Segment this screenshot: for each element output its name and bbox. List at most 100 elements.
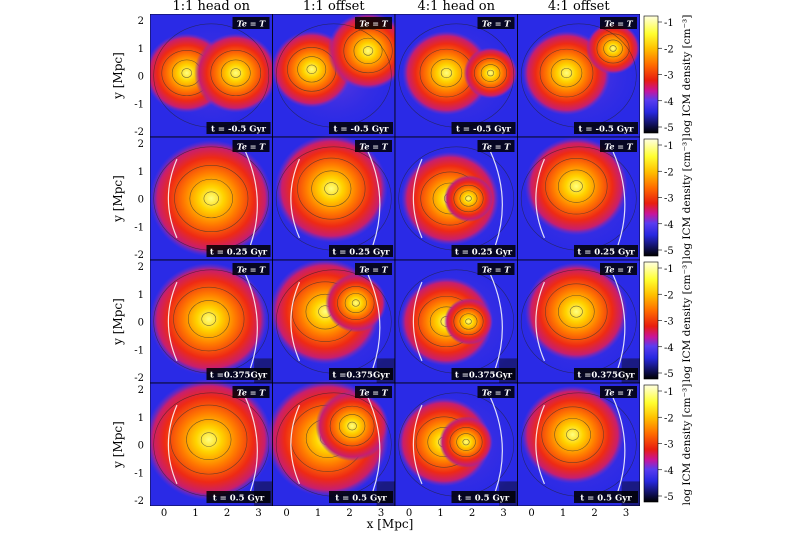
simulation-panel	[150, 259, 279, 384]
svg-text:Te = T: Te = T	[237, 265, 266, 275]
colorbar-tick-label: -1	[664, 141, 674, 152]
time-label: t =0.375Gyr	[574, 368, 638, 381]
density-blob	[327, 14, 409, 90]
svg-text:Te = T: Te = T	[237, 388, 266, 398]
colorbar-tick-label: -1	[664, 387, 674, 398]
svg-text:t =0.375Gyr: t =0.375Gyr	[455, 371, 513, 381]
temperature-label: Te = T	[232, 263, 270, 275]
time-label: t = 0.25 Gyr	[574, 245, 638, 258]
colorbars: -1 -2 -3 -4 -5 log ICM density [cm⁻³] -1 -2 -3 -4…	[643, 15, 693, 506]
simulation-panel	[266, 379, 402, 506]
svg-text:Te = T: Te = T	[237, 19, 266, 29]
x-tick-label: 2	[469, 508, 475, 519]
time-label: t =0.375Gyr	[329, 368, 393, 381]
temperature-label: Te = T	[355, 17, 392, 29]
x-tick-label: 0	[283, 508, 289, 519]
simulation-panel	[388, 259, 524, 384]
y-tick-label: 1	[138, 413, 144, 424]
density-blob	[524, 137, 628, 236]
column-header: 1:1 offset	[303, 0, 365, 14]
temperature-label: Te = T	[232, 17, 270, 29]
time-label: t = 0.5 Gyr	[451, 491, 516, 504]
colorbar-tick-label: -2	[664, 413, 674, 424]
y-tick-label: -2	[134, 373, 144, 384]
colorbar-label: log ICM density [cm⁻³]	[681, 384, 693, 506]
y-tick-label: 2	[138, 139, 144, 150]
svg-text:t = 0.5 Gyr: t = 0.5 Gyr	[580, 494, 632, 504]
x-tick-label: 0	[528, 508, 534, 519]
temperature-label: Te = T	[477, 263, 515, 275]
time-label: t = -0.5 Gyr	[206, 122, 271, 135]
y-tick-label: -1	[134, 345, 144, 356]
y-tick-label: 1	[138, 290, 144, 301]
temperature-label: Te = T	[355, 140, 392, 152]
column-headers: 1:1 head on 1:1 offset 4:1 head on 4:1 offs…	[172, 0, 610, 14]
x-tick-label: 0	[406, 508, 412, 519]
y-tick-label: -1	[134, 222, 144, 233]
colorbar-tick-label: -2	[664, 290, 674, 301]
density-blob	[444, 298, 493, 345]
column-header: 4:1 offset	[548, 0, 610, 14]
svg-text:t = 0.25 Gyr: t = 0.25 Gyr	[210, 248, 268, 258]
temperature-label: Te = T	[232, 386, 270, 398]
y-axis-label: y [Mpc]	[111, 298, 125, 346]
simulation-panel	[511, 14, 640, 138]
density-blob	[521, 385, 625, 484]
y-tick-label: 1	[138, 44, 144, 55]
svg-text:t = -0.5 Gyr: t = -0.5 Gyr	[456, 125, 511, 135]
y-tick-label: 0	[138, 441, 144, 452]
temperature-label: Te = T	[600, 140, 637, 152]
colorbar-tick-label: -4	[664, 343, 674, 354]
svg-text:Te = T: Te = T	[359, 265, 388, 275]
x-tick-label: 3	[378, 508, 384, 519]
y-tick-label: 0	[138, 72, 144, 83]
simulation-panel	[266, 14, 409, 138]
simulation-panel	[511, 136, 640, 261]
colorbar-tick-label: -4	[664, 220, 674, 231]
svg-text:Te = T: Te = T	[604, 142, 633, 152]
density-blob	[444, 175, 493, 222]
density-blob	[463, 47, 518, 99]
simulation-panel	[388, 136, 524, 261]
svg-text:Te = T: Te = T	[482, 265, 511, 275]
colorbar-tick-label: -5	[664, 123, 674, 134]
temperature-label: Te = T	[477, 140, 515, 152]
x-axis-label: x [Mpc]	[367, 517, 414, 531]
colorbar-tick-label: -4	[664, 97, 674, 108]
density-blob	[524, 262, 628, 361]
simulation-panel	[266, 259, 402, 384]
time-label: t =0.375Gyr	[451, 368, 516, 381]
y-axis-labels: y [Mpc] y [Mpc] y [Mpc] y [Mpc]	[111, 52, 125, 469]
time-label: t = 0.5 Gyr	[574, 491, 638, 504]
x-tick-label: 2	[346, 508, 352, 519]
temperature-label: Te = T	[355, 263, 392, 275]
time-label: t = -0.5 Gyr	[574, 122, 638, 135]
simulation-panel	[388, 382, 524, 506]
colorbar-tick-label: -4	[664, 466, 674, 477]
temperature-label: Te = T	[232, 140, 270, 152]
svg-text:Te = T: Te = T	[482, 142, 511, 152]
simulation-panel	[150, 14, 279, 138]
x-tick-label: 0	[161, 508, 167, 519]
svg-text:t = -0.5 Gyr: t = -0.5 Gyr	[579, 125, 634, 135]
svg-text:Te = T: Te = T	[359, 142, 388, 152]
x-tick-label: 3	[255, 508, 261, 519]
svg-text:Te = T: Te = T	[604, 388, 633, 398]
simulation-panel	[511, 382, 640, 506]
density-blob	[150, 378, 273, 501]
time-label: t = 0.25 Gyr	[329, 245, 393, 258]
svg-text:t = 0.5 Gyr: t = 0.5 Gyr	[213, 494, 265, 504]
svg-text:Te = T: Te = T	[482, 388, 511, 398]
density-blob	[315, 390, 389, 462]
svg-text:t = 0.25 Gyr: t = 0.25 Gyr	[332, 248, 390, 258]
panel-grid	[150, 14, 640, 506]
x-tick-label: 1	[437, 508, 443, 519]
colorbar-label: log ICM density [cm⁻³]	[681, 138, 693, 260]
y-axis-label: y [Mpc]	[111, 175, 125, 223]
svg-text:t =0.375Gyr: t =0.375Gyr	[210, 371, 268, 381]
colorbar-tick-label: -3	[664, 317, 674, 328]
svg-text:t = -0.5 Gyr: t = -0.5 Gyr	[334, 125, 389, 135]
temperature-label: Te = T	[477, 17, 515, 29]
temperature-label: Te = T	[477, 386, 515, 398]
